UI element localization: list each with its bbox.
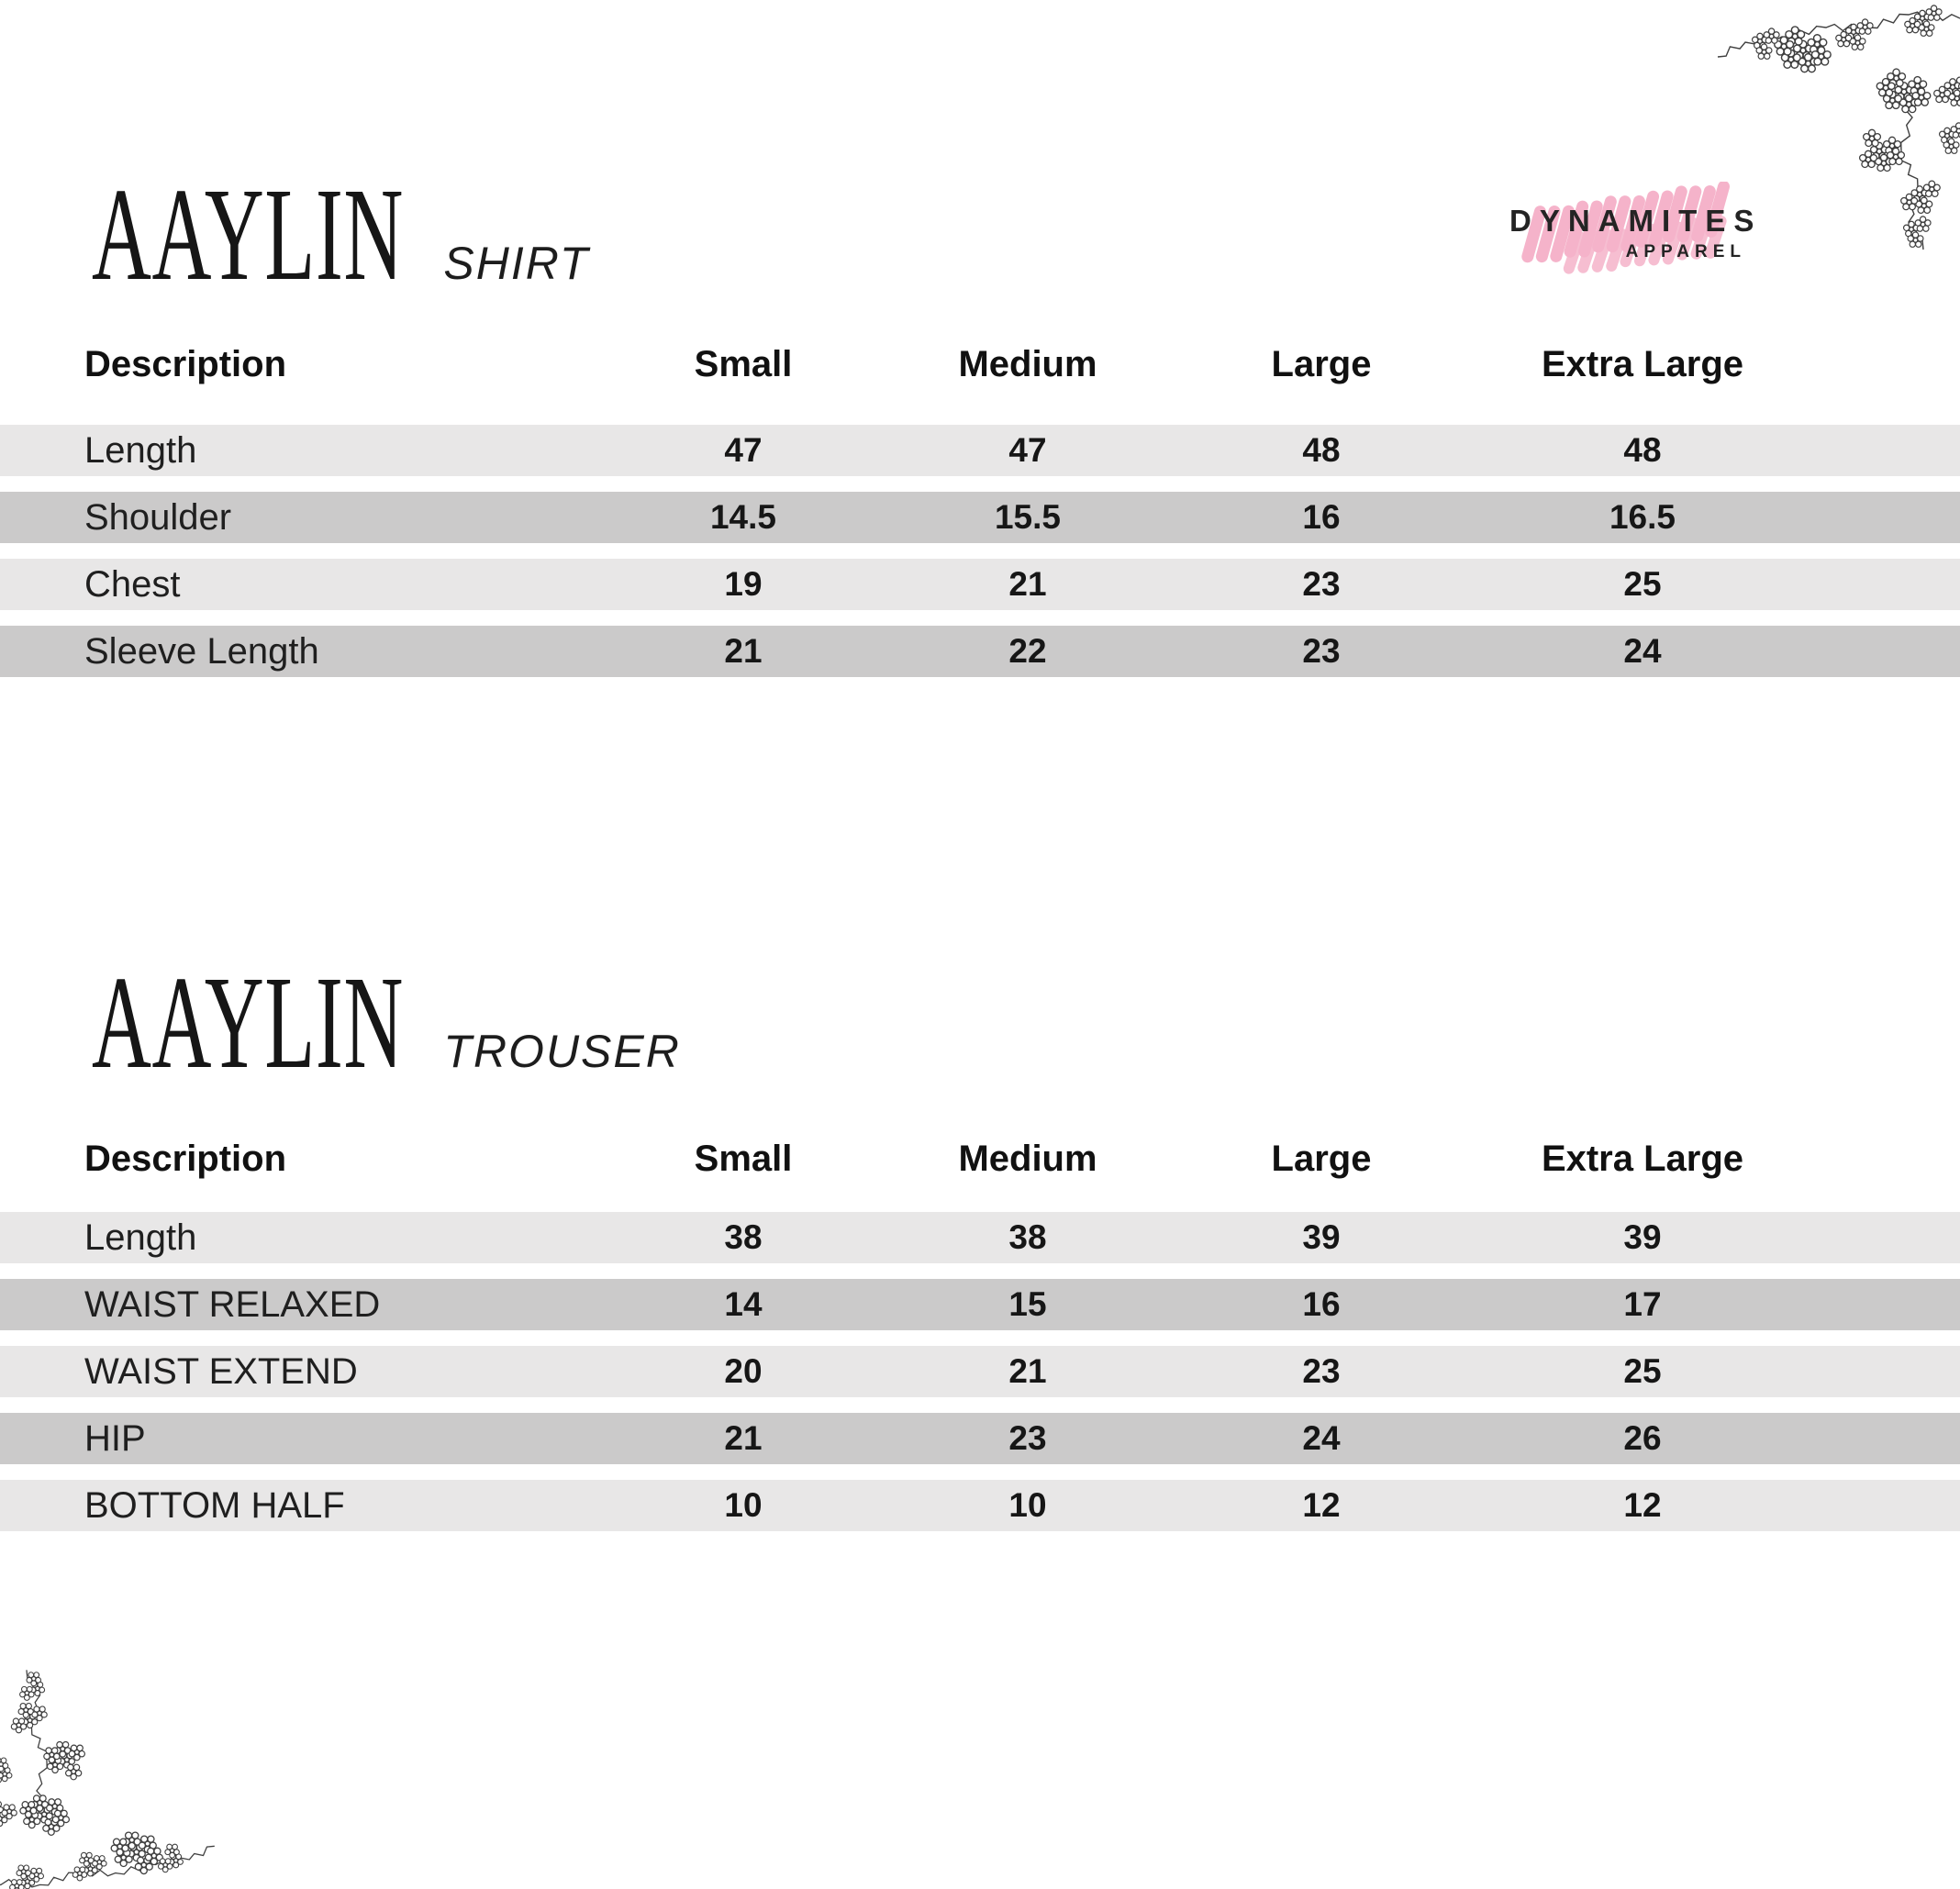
size-value: 19: [724, 565, 763, 603]
row-label: HIP: [84, 1417, 146, 1459]
size-value: 23: [1302, 632, 1341, 670]
size-value: 16: [1302, 498, 1341, 536]
size-value: 26: [1623, 1419, 1662, 1457]
size-value: 47: [1008, 431, 1047, 469]
row-label: WAIST EXTEND: [84, 1350, 358, 1392]
size-value: 24: [1623, 632, 1662, 670]
table-row: Shoulder 14.5 15.5 16 16.5: [0, 492, 1960, 543]
size-table-body-trouser: Length 38 38 39 39 WAIST RELAXED 14 15 16 17 WAIST…: [0, 1212, 1960, 1531]
size-value: 14.5: [709, 498, 776, 536]
size-value: 39: [1302, 1218, 1341, 1256]
size-value: 25: [1623, 1352, 1662, 1390]
table-row: WAIST EXTEND 20 21 23 25: [0, 1346, 1960, 1397]
column-header: Description: [84, 1138, 287, 1179]
logo-brand-text: DYNAMITES: [1509, 204, 1763, 238]
size-value: 16: [1302, 1285, 1341, 1323]
size-value: 38: [1008, 1218, 1047, 1256]
product-variant-shirt: SHIRT: [443, 238, 590, 289]
table-row: WAIST RELAXED 14 15 16 17: [0, 1279, 1960, 1330]
column-header: Description: [84, 343, 287, 384]
size-table-trouser: Description Small Medium Large Extra Large L…: [0, 1137, 1960, 1547]
size-value: 38: [724, 1218, 763, 1256]
row-label: WAIST RELAXED: [84, 1283, 381, 1325]
size-value: 48: [1623, 431, 1662, 469]
size-value: 14: [724, 1285, 763, 1323]
size-value: 21: [724, 632, 763, 670]
size-value: 10: [1008, 1486, 1047, 1524]
table-row: BOTTOM HALF 10 10 12 12: [0, 1480, 1960, 1531]
size-value: 12: [1302, 1486, 1341, 1524]
size-value: 24: [1302, 1419, 1341, 1457]
size-value: 16.5: [1609, 498, 1676, 536]
size-value: 17: [1623, 1285, 1662, 1323]
row-label: Sleeve Length: [84, 630, 319, 672]
table-row: Chest 19 21 23 25: [0, 559, 1960, 610]
floral-decoration-bottom-left: [0, 1670, 215, 1889]
size-value: 15: [1008, 1285, 1047, 1323]
shirt-title-block: AAYLIN SHIRT: [92, 161, 590, 308]
table-row: Length 47 47 48 48: [0, 425, 1960, 476]
trouser-title-block: AAYLIN TROUSER: [92, 950, 681, 1096]
table-row: Length 38 38 39 39: [0, 1212, 1960, 1263]
column-header: Large: [1271, 343, 1372, 384]
column-header: Large: [1271, 1138, 1372, 1179]
size-value: 23: [1008, 1419, 1047, 1457]
row-label: BOTTOM HALF: [84, 1484, 345, 1526]
row-label: Length: [84, 1217, 197, 1258]
row-label: Chest: [84, 563, 181, 605]
table-row: HIP 21 23 24 26: [0, 1413, 1960, 1464]
size-value: 12: [1623, 1486, 1662, 1524]
size-value: 21: [724, 1419, 763, 1457]
size-value: 21: [1008, 1352, 1047, 1390]
size-value: 20: [724, 1352, 763, 1390]
column-header: Extra Large: [1541, 1138, 1744, 1179]
column-header: Extra Large: [1541, 343, 1744, 384]
size-value: 22: [1008, 632, 1047, 670]
size-table-body-shirt: Length 47 47 48 48 Shoulder 14.5 15.5 16 16.5 Ches…: [0, 425, 1960, 677]
size-value: 47: [724, 431, 763, 469]
size-table-shirt: Description Small Medium Large Extra Large L…: [0, 342, 1960, 693]
row-label: Length: [84, 429, 197, 471]
column-header: Small: [694, 1138, 793, 1179]
row-label: Shoulder: [84, 496, 232, 538]
size-value: 39: [1623, 1218, 1662, 1256]
size-value: 15.5: [994, 498, 1061, 536]
table-row: Sleeve Length 21 22 23 24: [0, 626, 1960, 677]
column-header: Medium: [958, 343, 1097, 384]
column-header: Medium: [958, 1138, 1097, 1179]
size-value: 21: [1008, 565, 1047, 603]
product-variant-trouser: TROUSER: [443, 1026, 681, 1077]
size-table-header-trouser: Description Small Medium Large Extra Large: [0, 1137, 1960, 1181]
logo-sub-text: APPAREL: [1625, 242, 1746, 261]
pink-brush-stroke-icon: [1521, 182, 1730, 274]
size-value: 23: [1302, 565, 1341, 603]
size-value: 23: [1302, 1352, 1341, 1390]
size-table-header-shirt: Description Small Medium Large Extra Large: [0, 342, 1960, 386]
brand-logo: DYNAMITES APPAREL: [1509, 182, 1754, 277]
size-value: 10: [724, 1486, 763, 1524]
size-value: 48: [1302, 431, 1341, 469]
product-name-trouser: AAYLIN: [92, 950, 405, 1096]
column-header: Small: [694, 343, 793, 384]
size-value: 25: [1623, 565, 1662, 603]
product-name-shirt: AAYLIN: [92, 161, 405, 308]
